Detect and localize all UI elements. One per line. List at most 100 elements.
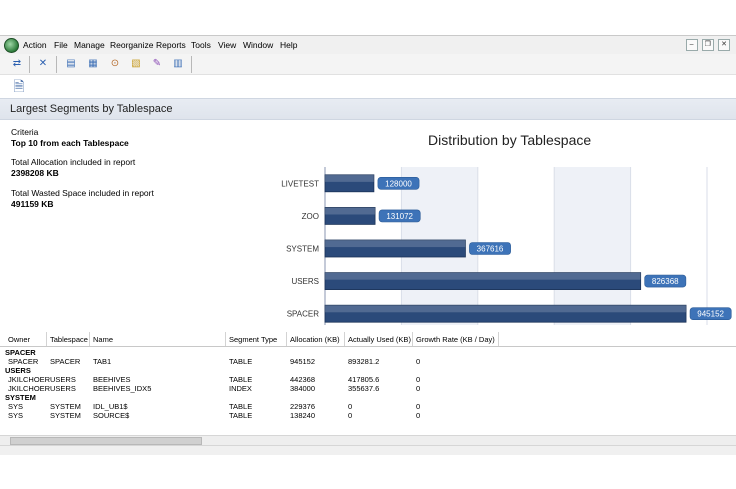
connect-icon[interactable]: ⇄: [12, 58, 22, 69]
table-cell: 0: [348, 411, 353, 420]
data-label-box: [689, 307, 732, 320]
minimize-icon[interactable]: –: [685, 39, 698, 51]
group-label: SPACER: [5, 348, 36, 357]
data-label-box: [469, 242, 511, 255]
menu-file[interactable]: File: [54, 40, 68, 50]
data-label-box: [377, 176, 420, 190]
column-header-allocation[interactable]: Allocation (KB): [290, 335, 340, 344]
horizontal-scrollbar[interactable]: [0, 435, 736, 445]
y-tick-label: ZOO: [302, 212, 319, 221]
data-label-box: [644, 274, 687, 288]
table-cell: TABLE: [229, 375, 253, 384]
table-cell: SOURCE$: [93, 411, 130, 420]
report-document-icon[interactable]: 🗎: [13, 78, 25, 94]
group-row[interactable]: SPACER: [0, 348, 736, 358]
column-separator: [344, 332, 345, 346]
column-header-actually-used[interactable]: Actually Used (KB): [348, 335, 411, 344]
wasted-label: Total Wasted Space included in report: [11, 188, 154, 198]
chart-title: Distribution by Tablespace: [428, 132, 592, 148]
group-row[interactable]: USERS: [0, 366, 736, 376]
column-header-segment-type[interactable]: Segment Type: [229, 335, 278, 344]
bar-highlight: [325, 272, 641, 280]
group-row[interactable]: SYSTEM: [0, 393, 736, 403]
table-cell: USERS: [50, 384, 76, 393]
close-icon[interactable]: ✕: [718, 39, 730, 51]
toolbar-separator: [29, 56, 30, 73]
column-header-name[interactable]: Name: [93, 335, 114, 344]
menu-reports[interactable]: Reports: [156, 40, 186, 50]
restore-icon[interactable]: ❐: [701, 39, 714, 51]
table-cell: SYSTEM: [50, 411, 81, 420]
wasted-value: 491159 KB: [11, 199, 54, 209]
column-separator: [46, 332, 47, 346]
edit-icon[interactable]: ✎: [152, 58, 162, 69]
menu-window[interactable]: Window: [243, 40, 274, 50]
table-cell: SPACER: [50, 357, 81, 366]
menu-help[interactable]: Help: [280, 40, 298, 50]
y-tick-label: LIVETEST: [281, 179, 319, 188]
column-header-owner[interactable]: Owner: [8, 335, 31, 344]
table-row[interactable]: SYS SYSTEM SOURCE$ TABLE 138240 0 0: [0, 411, 736, 421]
main-window: Action File Manage Reorganize Reports To…: [0, 35, 736, 455]
document-icon[interactable]: ▤: [66, 58, 76, 69]
tree-icon[interactable]: ▧: [131, 58, 141, 69]
disconnect-icon[interactable]: ✕: [38, 58, 48, 69]
table-cell: 229376: [290, 402, 316, 411]
table-cell: TABLE: [229, 357, 253, 366]
bar: [324, 272, 642, 290]
search-icon[interactable]: ⊙: [110, 58, 120, 69]
bar: [324, 304, 687, 323]
menu-reorganize[interactable]: Reorganize: [110, 40, 154, 50]
y-tick-label: SPACER: [287, 310, 320, 319]
status-bar: [0, 445, 736, 455]
toolbar: ⇄ ✕ ▤ ▦ ⊙ ▧ ✎ ▥: [0, 54, 736, 75]
table-cell: 0: [416, 357, 421, 366]
scrollbar-thumb[interactable]: [10, 437, 202, 445]
menu-view[interactable]: View: [218, 40, 237, 50]
table-row[interactable]: JKILCHOER USERS BEEHIVES TABLE 442368 417805.…: [0, 375, 736, 385]
table-row[interactable]: SPACER SPACER TAB1 TABLE 945152 893281.2 0: [0, 357, 736, 367]
grid-header: Owner Tablespace Name Segment Type Alloc…: [0, 332, 736, 347]
table-cell: 355637.6: [348, 384, 380, 393]
table-cell: IDL_UB1$: [93, 402, 128, 411]
y-tick-label: SYSTEM: [286, 245, 319, 254]
table-row[interactable]: JKILCHOER USERS BEEHIVES_IDX5 INDEX 384000 35…: [0, 384, 736, 394]
column-header-growth-rate[interactable]: Growth Rate (KB / Day): [416, 335, 495, 344]
table-cell: 0: [348, 402, 353, 411]
distribution-chart: 02000004000006000008000001000000LIVETEST…: [281, 167, 732, 325]
data-label: 826368: [652, 277, 679, 286]
column-separator: [498, 332, 499, 346]
table-cell: TABLE: [229, 411, 253, 420]
column-header-tablespace[interactable]: Tablespace: [50, 335, 88, 344]
group-label: USERS: [5, 366, 31, 375]
menu-manage[interactable]: Manage: [74, 40, 105, 50]
table-cell: JKILCHOER: [8, 375, 51, 384]
grid-icon[interactable]: ▥: [173, 58, 183, 69]
menu-action[interactable]: Action: [23, 40, 47, 50]
app-logo-icon[interactable]: [4, 38, 19, 53]
table-icon[interactable]: ▦: [88, 58, 98, 69]
table-cell: SYSTEM: [50, 402, 81, 411]
window-controls: – ❐ ✕: [684, 39, 730, 51]
menu-bar: Action File Manage Reorganize Reports To…: [0, 35, 736, 55]
table-cell: 0: [416, 384, 421, 393]
allocation-label: Total Allocation included in report: [11, 157, 136, 167]
table-cell: 0: [416, 411, 421, 420]
menu-tools[interactable]: Tools: [191, 40, 211, 50]
data-label: 367616: [477, 245, 504, 254]
table-cell: SPACER: [8, 357, 39, 366]
data-label: 945152: [697, 310, 724, 319]
table-cell: SYS: [8, 411, 24, 420]
bar-highlight: [325, 240, 466, 248]
table-cell: 417805.6: [348, 375, 380, 384]
table-cell: BEEHIVES: [93, 375, 131, 384]
table-cell: SYS: [8, 402, 24, 411]
group-label: SYSTEM: [5, 393, 36, 402]
bar-highlight: [325, 174, 374, 182]
table-cell: 442368: [290, 375, 316, 384]
column-separator: [412, 332, 413, 346]
bar: [324, 174, 375, 193]
table-row[interactable]: SYS SYSTEM IDL_UB1$ TABLE 229376 0 0: [0, 402, 736, 412]
bar: [324, 207, 376, 225]
toolbar-separator: [56, 56, 57, 73]
